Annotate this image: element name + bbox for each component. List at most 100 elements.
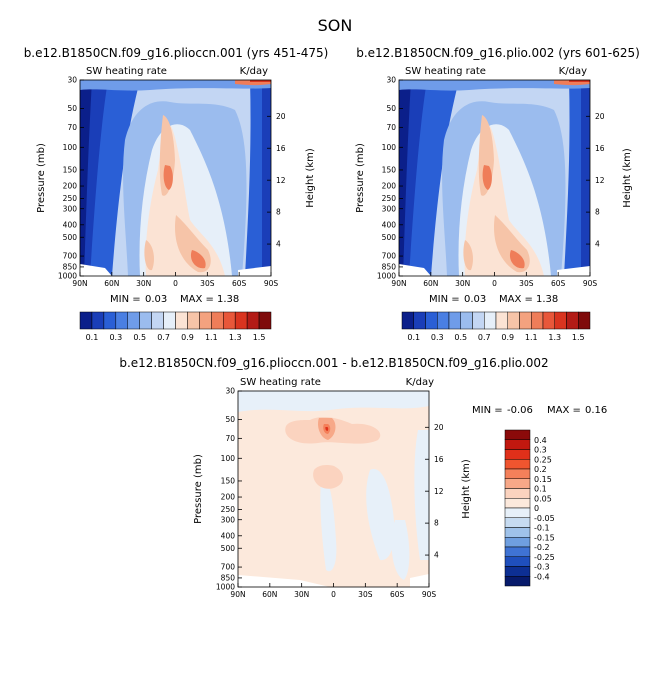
x-tick-label: 60S xyxy=(551,279,566,288)
y-tick-label: 150 xyxy=(63,166,78,175)
y-tick-label: 700 xyxy=(382,252,397,261)
colorbar-swatch xyxy=(472,311,485,330)
height-tick-label: 12 xyxy=(595,176,605,185)
units-label: K/day xyxy=(559,66,587,77)
y-tick-label: 850 xyxy=(221,574,236,583)
colorbar-swatch xyxy=(504,556,531,567)
max-value: 1.38 xyxy=(536,294,558,305)
height-tick-label: 20 xyxy=(595,112,605,121)
y-tick-label: 250 xyxy=(382,194,397,203)
colorbar-swatch xyxy=(504,507,531,518)
y-tick-label: 50 xyxy=(225,415,235,424)
colorbar-label: 1.3 xyxy=(229,333,242,342)
colorbar-swatch xyxy=(425,311,438,330)
colorbar-swatch xyxy=(504,566,531,577)
height-axis-label: Height (km) xyxy=(622,148,633,208)
y-tick-label: 400 xyxy=(382,220,397,229)
y-tick-label: 200 xyxy=(63,182,78,191)
colorbar: 0.1 0.3 0.5 0.7 0.9 1.1 1.3 1.5 xyxy=(79,311,272,342)
x-tick-label: 90S xyxy=(264,279,279,288)
colorbar-label: -0.25 xyxy=(534,553,555,562)
colorbar-label: 0.2 xyxy=(534,465,547,474)
y-tick-label: 30 xyxy=(225,387,235,396)
colorbar-label: 0.1 xyxy=(534,485,547,494)
min-value: 0.03 xyxy=(145,294,167,305)
height-ticks: 20 16 12 8 4 xyxy=(267,112,286,249)
colorbar-label: 0.25 xyxy=(534,455,552,464)
colorbar-swatch xyxy=(151,311,164,330)
x-tick-label: 90N xyxy=(391,279,406,288)
height-tick-label: 8 xyxy=(276,208,281,217)
y-tick-label: 100 xyxy=(63,143,78,152)
panel-difference: b.e12.B1850CN.f09_g16.plioccn.001 - b.e1… xyxy=(119,356,607,599)
max-label: MAX = xyxy=(499,294,533,305)
x-tick-label: 60N xyxy=(104,279,119,288)
x-tick-label: 30N xyxy=(455,279,470,288)
y-axis-label: Pressure (mb) xyxy=(36,143,47,213)
colorbar-swatch xyxy=(554,311,567,330)
y-tick-label: 700 xyxy=(221,563,236,572)
y-tick-label: 50 xyxy=(67,104,77,113)
y-axis-label: Pressure (mb) xyxy=(355,143,366,213)
x-tick-label: 60S xyxy=(232,279,247,288)
colorbar-label: 1.1 xyxy=(525,333,538,342)
colorbar-swatch xyxy=(413,311,426,330)
y-tick-label: 150 xyxy=(221,477,236,486)
height-ticks: 20 16 12 8 4 xyxy=(425,423,444,560)
colorbar: 0.40.30.250.20.150.10.050-0.05-0.1-0.15-… xyxy=(504,429,555,587)
colorbar: 0.1 0.3 0.5 0.7 0.9 1.1 1.3 1.5 xyxy=(401,311,591,342)
x-tick-label: 0 xyxy=(331,590,336,599)
y-tick-label: 400 xyxy=(63,220,78,229)
height-tick-label: 16 xyxy=(595,144,605,153)
colorbar-swatch xyxy=(103,311,117,330)
colorbar-label: 0.9 xyxy=(181,333,194,342)
y-tick-label: 50 xyxy=(386,104,396,113)
colorbar-swatch xyxy=(504,517,531,528)
colorbar-label: 0.3 xyxy=(431,333,444,342)
x-tick-label: 60S xyxy=(390,590,405,599)
field-label: SW heating rate xyxy=(240,377,321,388)
colorbar-swatch xyxy=(79,311,93,330)
max-label: MAX = xyxy=(180,294,214,305)
y-tick-label: 100 xyxy=(382,143,397,152)
y-tick-label: 500 xyxy=(382,233,397,242)
x-tick-label: 90S xyxy=(583,279,598,288)
y-tick-label: 700 xyxy=(63,252,78,261)
height-tick-label: 8 xyxy=(434,519,439,528)
colorbar-label: -0.3 xyxy=(534,563,550,572)
y-tick-label: 150 xyxy=(382,166,397,175)
y-tick-label: 70 xyxy=(386,123,396,132)
colorbar-swatch xyxy=(246,311,260,330)
x-tick-label: 30N xyxy=(136,279,151,288)
colorbar-swatch xyxy=(504,527,531,538)
height-tick-label: 4 xyxy=(434,551,439,560)
panel-title: b.e12.B1850CN.f09_g16.plio.002 (yrs 601-… xyxy=(356,46,640,60)
y-tick-label: 850 xyxy=(382,263,397,272)
colorbar-swatch xyxy=(504,449,531,460)
height-tick-label: 4 xyxy=(595,240,600,249)
contour-fill xyxy=(80,80,271,276)
colorbar-label: 0.15 xyxy=(534,475,552,484)
y-tick-label: 100 xyxy=(221,454,236,463)
colorbar-swatch xyxy=(495,311,508,330)
colorbar-swatch xyxy=(258,311,272,330)
height-axis-label: Height (km) xyxy=(461,459,472,519)
y-tick-label: 300 xyxy=(382,204,397,213)
colorbar-swatch xyxy=(542,311,555,330)
panel-plioccn: b.e12.B1850CN.f09_g16.plioccn.001 (yrs 4… xyxy=(24,46,329,342)
x-ticks: 90N 60N 30N 0 30S 60S 90S xyxy=(391,272,597,288)
y-tick-label: 500 xyxy=(221,544,236,553)
max-value: 1.38 xyxy=(217,294,239,305)
colorbar-label: -0.4 xyxy=(534,572,550,581)
colorbar-label: 0.5 xyxy=(133,333,146,342)
colorbar-label: 0.9 xyxy=(501,333,514,342)
height-tick-label: 20 xyxy=(434,423,444,432)
colorbar-swatch xyxy=(139,311,152,330)
min-value: 0.03 xyxy=(464,294,486,305)
colorbar-swatch xyxy=(234,311,248,330)
y-tick-label: 200 xyxy=(382,182,397,191)
colorbar-swatch xyxy=(504,488,531,499)
